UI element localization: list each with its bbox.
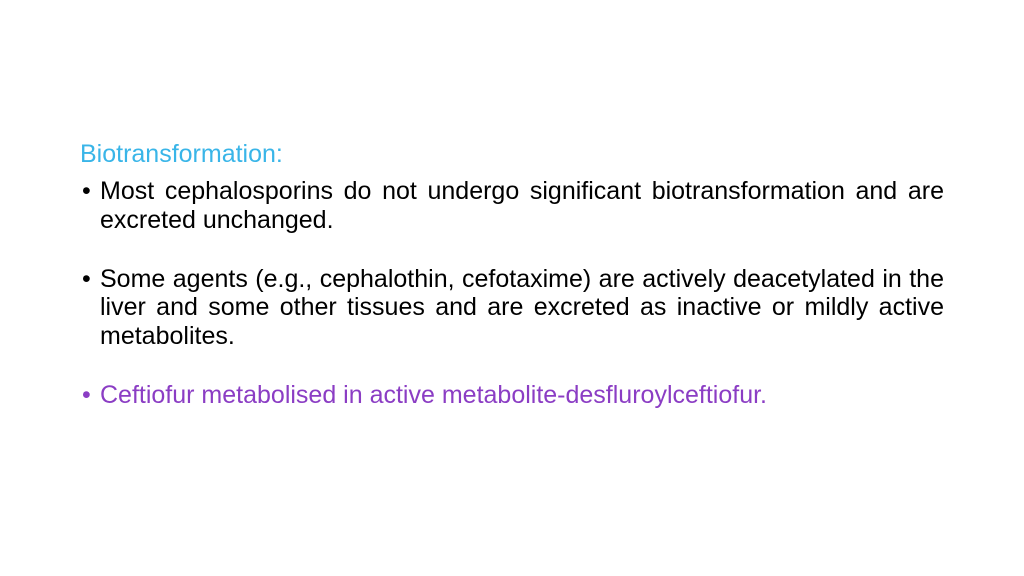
bullet-list: Most cephalosporins do not undergo signi… <box>80 177 944 410</box>
slide-heading: Biotransformation: <box>80 140 944 169</box>
bullet-item-3: Ceftiofur metabolised in active metaboli… <box>80 381 944 410</box>
bullet-item-1: Most cephalosporins do not undergo signi… <box>80 177 944 235</box>
bullet-item-2: Some agents (e.g., cephalothin, cefotaxi… <box>80 265 944 351</box>
